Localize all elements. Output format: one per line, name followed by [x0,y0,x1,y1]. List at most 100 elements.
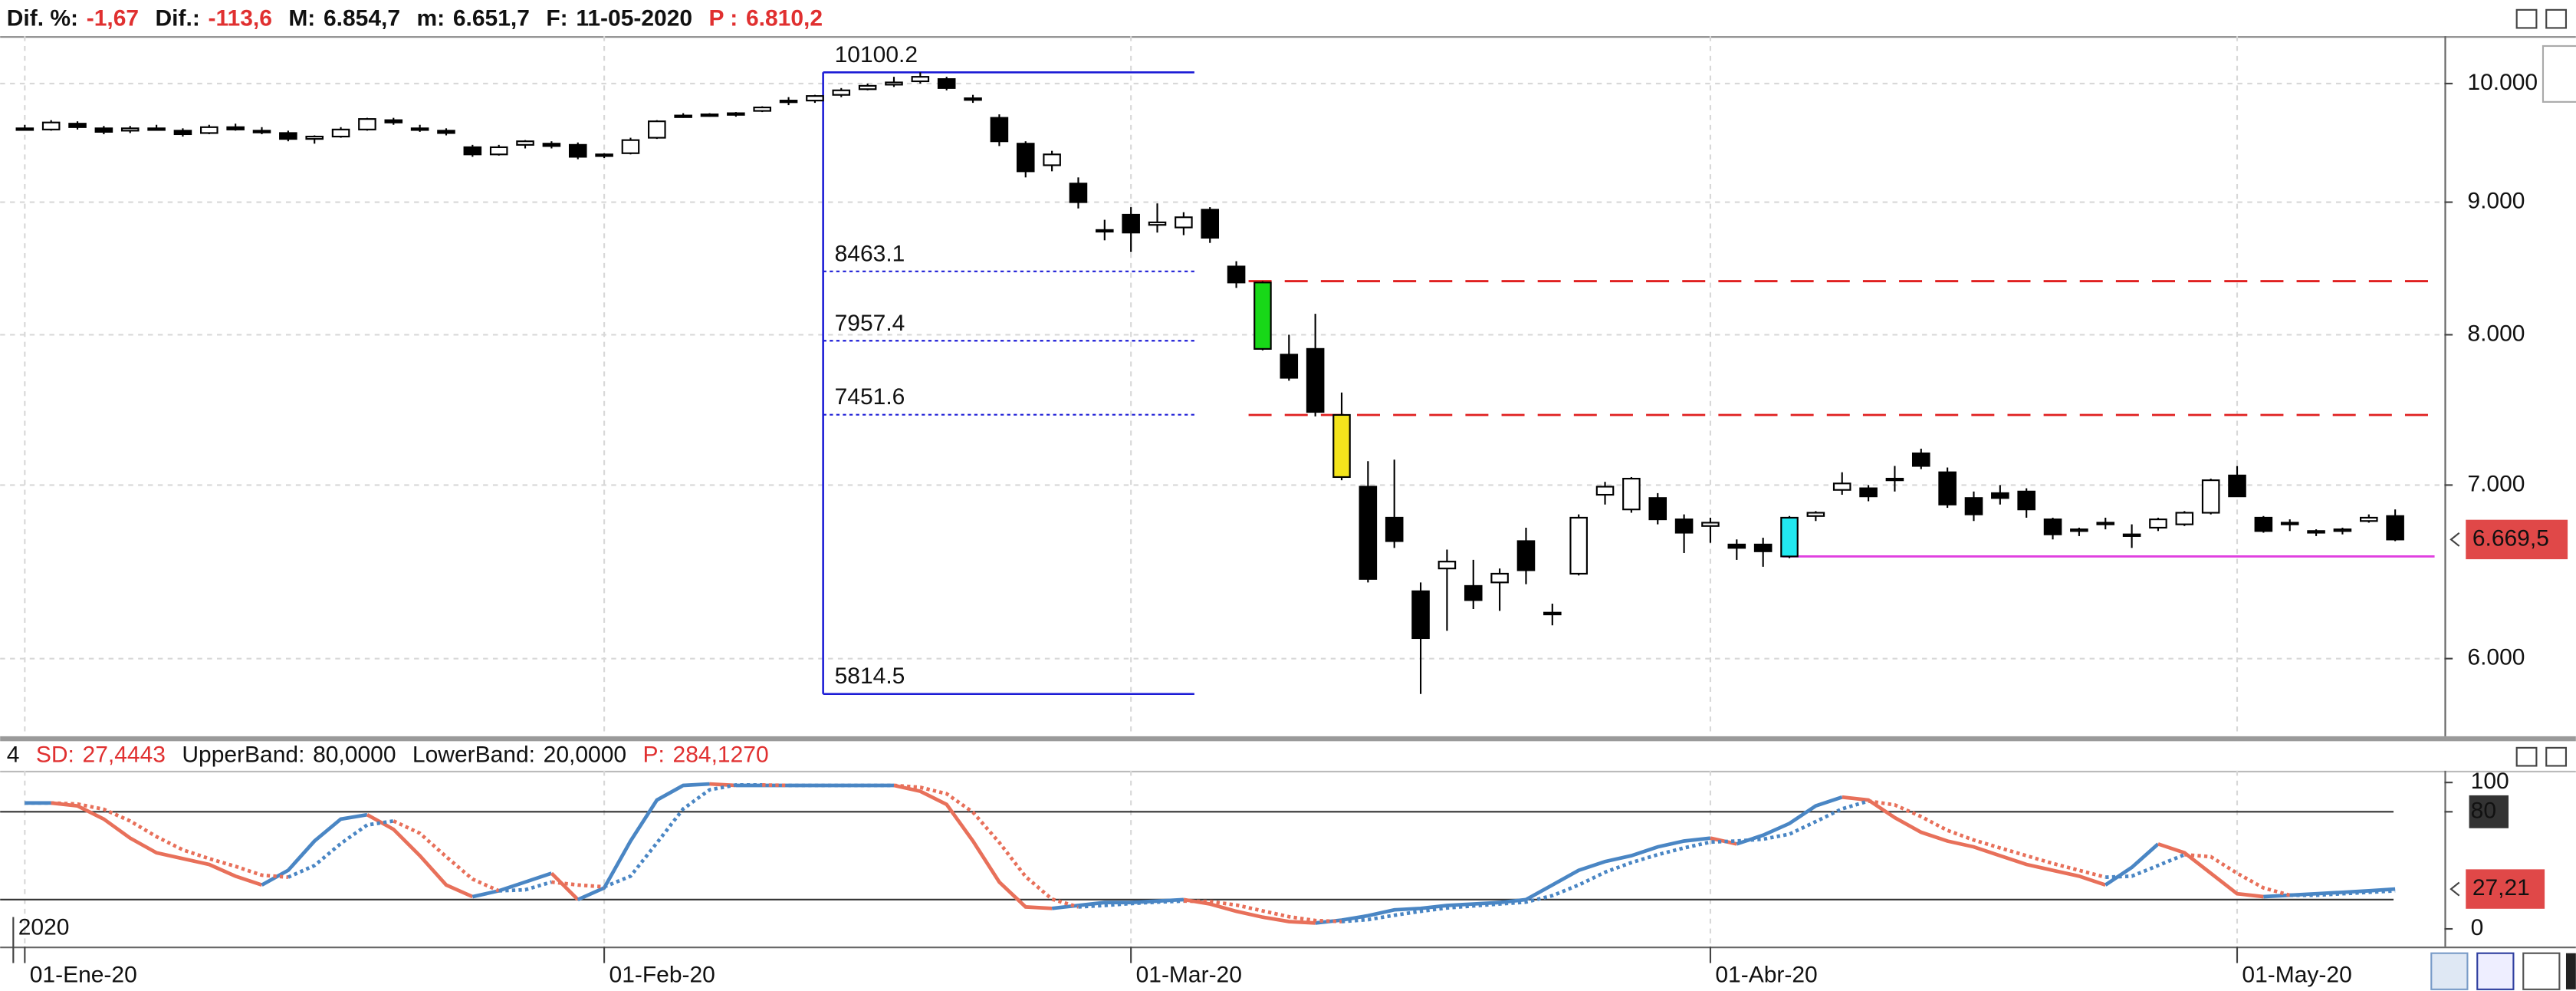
x-tick-label: 01-May-20 [2242,963,2351,988]
candle-body [1727,543,1746,549]
y-tick-label: 10.000 [2467,70,2538,95]
candle-body [779,100,798,104]
header-label: m: [416,6,445,31]
candle-body [2043,519,2062,535]
candle-body [1359,486,1378,580]
current-tag [2466,869,2545,909]
candle-body [2228,474,2246,498]
fib-label: 8463.1 [835,241,905,266]
oscillator-line [893,783,1079,909]
header-label: LowerBand: [412,742,535,768]
y-tick-label: 9.000 [2467,188,2525,213]
minimize-button[interactable] [2515,8,2538,29]
candle-body [68,123,87,128]
header-label: Dif.: [156,6,200,31]
candle-body [2307,530,2325,534]
candle-body [147,127,166,131]
oscillator-line [1868,799,2106,879]
header-label: M: [288,6,315,31]
candle-body [2333,528,2352,532]
header-label: SD: [36,742,74,768]
oscillator-line [1315,836,1711,925]
candle-body [2254,516,2273,532]
header-label: UpperBand: [182,742,304,768]
fib-label: 5814.5 [835,663,905,689]
candle-body [1938,471,1957,505]
maximize-button[interactable] [2545,8,2568,29]
candle-body [806,95,824,102]
candle-body [1122,213,1140,234]
header-value: 80,0000 [313,742,396,768]
oscillator-line [550,871,580,901]
candle-body [2280,522,2299,525]
header-text: 4 SD: 27,4443 UpperBand: 80,0000 LowerBand: 20… [7,742,769,768]
candle-body [41,121,61,130]
y-tick-label: 80 [2471,798,2496,823]
candle-body [2386,515,2404,541]
candle-body [1806,512,1825,517]
candle-body [1385,516,1404,542]
oscillator-line [51,801,263,887]
candle-body [1306,347,1325,413]
extra-button[interactable] [2565,953,2576,989]
candle-body [516,140,534,146]
oscillator-line [366,813,474,899]
header-value: 6.810,2 [746,6,823,31]
candle-body [1859,487,1878,498]
header-value: -113,6 [209,6,272,31]
oscillator-line [261,812,368,887]
pin-button[interactable] [2522,952,2561,990]
y-tick-label: 8.000 [2467,321,2525,346]
candle-body [990,117,1009,143]
candle-body [437,130,455,134]
candle-body [1569,516,1588,575]
oscillator-line [1078,899,1184,909]
candle-body [937,77,956,89]
header-value: 284,1270 [673,742,769,768]
candle-body [410,127,429,131]
tag-arrow [2450,881,2460,897]
current-label: 27,21 [2472,875,2530,900]
candle-body [753,107,772,112]
save-button[interactable] [2476,952,2515,990]
window-buttons [2430,8,2576,990]
y-tick-label: 100 [2471,769,2509,794]
candle-body [832,89,851,96]
oscillator-line [603,783,763,889]
candle-body [2122,533,2141,537]
candle-body [279,132,297,140]
candle-body [1411,590,1430,640]
candle-body [1175,216,1193,229]
candle-body [305,135,324,140]
candle-body [2201,479,2220,514]
candle-body [200,126,219,134]
osc-maximize-button[interactable] [2545,746,2568,767]
y-tick-label: 7.000 [2467,471,2525,496]
oscillator-line [2289,889,2396,897]
oscillator-line [893,783,1053,910]
candle-body [1280,354,1299,379]
candle-body [1227,265,1246,284]
legend-box[interactable] [2542,44,2576,103]
candle-body [911,76,930,83]
candle-body [15,127,34,131]
candle-body [463,146,482,156]
candle-body [1753,543,1773,552]
candle-body [542,143,561,147]
year-label: 2020 [18,915,70,940]
header-label: P : [709,6,738,31]
candle-body [621,139,640,154]
header-label: F: [546,6,567,31]
candle-body [1464,584,1483,601]
candle-body [1490,572,1509,584]
osc-minimize-button[interactable] [2515,746,2538,767]
header-label: Dif. %: [7,6,78,31]
oscillator-line [2105,853,2186,879]
candle-body [1991,492,2009,499]
header-value: 6.854,7 [324,6,400,31]
tool-button[interactable] [2430,952,2469,990]
candle-body [1254,281,1272,350]
candle-body [2096,522,2115,525]
oscillator-line [709,782,736,788]
